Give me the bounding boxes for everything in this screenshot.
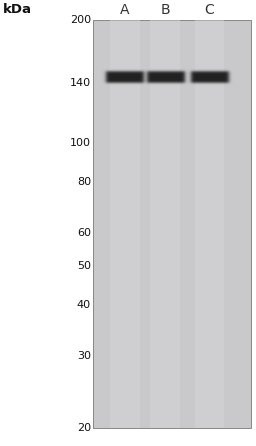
Text: C: C	[205, 3, 214, 17]
Text: 140: 140	[70, 78, 91, 88]
Text: 200: 200	[70, 15, 91, 25]
Text: 40: 40	[77, 300, 91, 310]
Text: B: B	[160, 3, 170, 17]
Text: 50: 50	[77, 261, 91, 271]
Bar	[195, 20, 224, 428]
Bar	[93, 20, 251, 428]
Bar	[110, 20, 140, 428]
Text: kDa: kDa	[3, 3, 31, 17]
Text: 30: 30	[77, 351, 91, 361]
Text: 100: 100	[70, 138, 91, 148]
Text: 80: 80	[77, 178, 91, 187]
Text: 60: 60	[77, 228, 91, 239]
Text: A: A	[120, 3, 130, 17]
Text: 20: 20	[77, 423, 91, 433]
Bar	[151, 20, 180, 428]
